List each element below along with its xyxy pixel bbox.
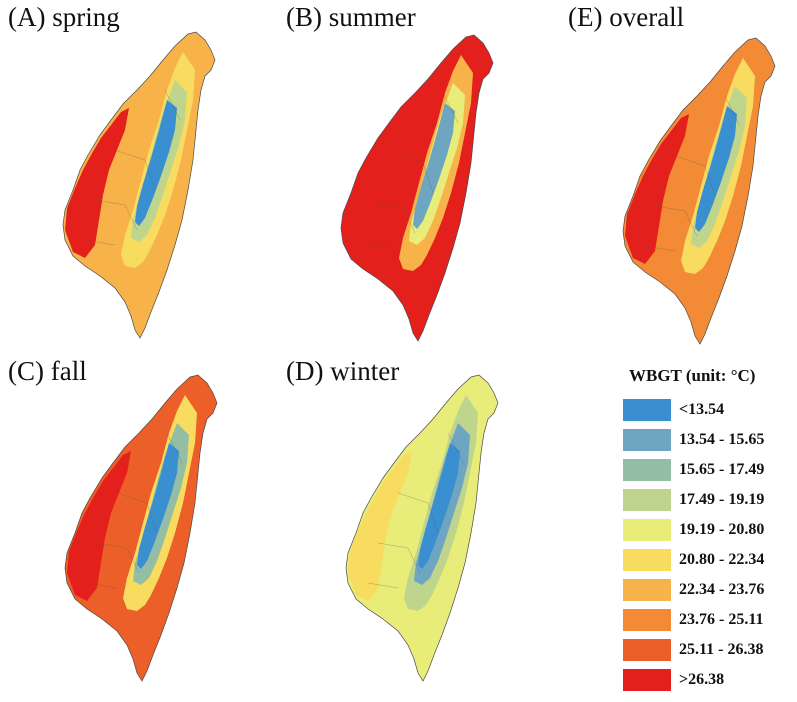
- county-boundaries: [362, 92, 459, 249]
- legend-swatch: [623, 639, 671, 661]
- legend-label: 25.11 - 26.38: [679, 641, 764, 658]
- taiwan-map-winter: [345, 374, 499, 682]
- west-coast-zone: [67, 451, 131, 601]
- legend-swatch: [623, 609, 671, 631]
- panel-label-fall: (C) fall: [8, 356, 87, 386]
- central-range-zone: [137, 443, 179, 569]
- panel-label-spring: (A) spring: [8, 2, 120, 32]
- west-coast-zone: [348, 451, 412, 601]
- legend-swatch: [623, 519, 671, 541]
- county-boundaries: [644, 95, 741, 252]
- legend-swatch: [623, 399, 671, 421]
- legend-swatch: [623, 489, 671, 511]
- island-outline: [64, 374, 218, 682]
- taiwan-map-fall: [64, 374, 218, 682]
- central-range-zone: [695, 106, 737, 232]
- central-range-zone: [135, 100, 177, 226]
- legend-label: 19.19 - 20.80: [679, 521, 765, 538]
- legend-swatch: [623, 669, 671, 691]
- west-coast-zone: [625, 114, 689, 264]
- west-coast-zone: [65, 108, 129, 258]
- panel-label-winter: (D) winter: [286, 356, 400, 386]
- panel-label-overall: (E) overall: [568, 2, 685, 32]
- island-outline: [622, 37, 776, 345]
- legend-item: 17.49 - 19.19: [623, 485, 793, 515]
- legend-item: 23.76 - 25.11: [623, 605, 793, 635]
- legend-label: 13.54 - 15.65: [679, 431, 765, 448]
- taiwan-map-overall: [622, 37, 776, 345]
- legend-item: 22.34 - 23.76: [623, 575, 793, 605]
- legend-item: 13.54 - 15.65: [623, 425, 793, 455]
- island-outline: [345, 374, 499, 682]
- taiwan-map-spring: [62, 31, 216, 339]
- west-coast-zone: [343, 111, 407, 261]
- island-outline: [340, 34, 494, 342]
- legend-label: 17.49 - 19.19: [679, 491, 765, 508]
- legend-label: 23.76 - 25.11: [679, 611, 764, 628]
- legend-label: 20.80 - 22.34: [679, 551, 765, 568]
- county-boundaries: [84, 89, 181, 246]
- legend-item: <13.54: [623, 395, 793, 425]
- legend-swatch: [623, 429, 671, 451]
- panel-label-summer: (B) summer: [286, 2, 416, 32]
- wbgt-legend: WBGT (unit: °C) <13.54 13.54 - 15.65 15.65…: [623, 366, 793, 695]
- legend-label: 22.34 - 23.76: [679, 581, 765, 598]
- central-range-zone: [413, 103, 455, 229]
- taiwan-map-summer: [340, 34, 494, 342]
- legend-title: WBGT (unit: °C): [629, 366, 756, 385]
- legend-label: 15.65 - 17.49: [679, 461, 765, 478]
- legend-item: 19.19 - 20.80: [623, 515, 793, 545]
- central-range-zone: [418, 443, 460, 569]
- legend-swatch: [623, 459, 671, 481]
- legend-label: >26.38: [679, 671, 725, 688]
- legend-swatch: [623, 579, 671, 601]
- legend-item: 25.11 - 26.38: [623, 635, 793, 665]
- legend-rows: <13.54 13.54 - 15.65 15.65 - 17.49 17.49 - …: [623, 395, 793, 695]
- legend-item: 20.80 - 22.34: [623, 545, 793, 575]
- legend-item: >26.38: [623, 665, 793, 695]
- legend-swatch: [623, 549, 671, 571]
- county-boundaries: [86, 432, 183, 589]
- county-boundaries: [367, 432, 464, 589]
- island-outline: [62, 31, 216, 339]
- legend-item: 15.65 - 17.49: [623, 455, 793, 485]
- legend-label: <13.54: [679, 401, 725, 418]
